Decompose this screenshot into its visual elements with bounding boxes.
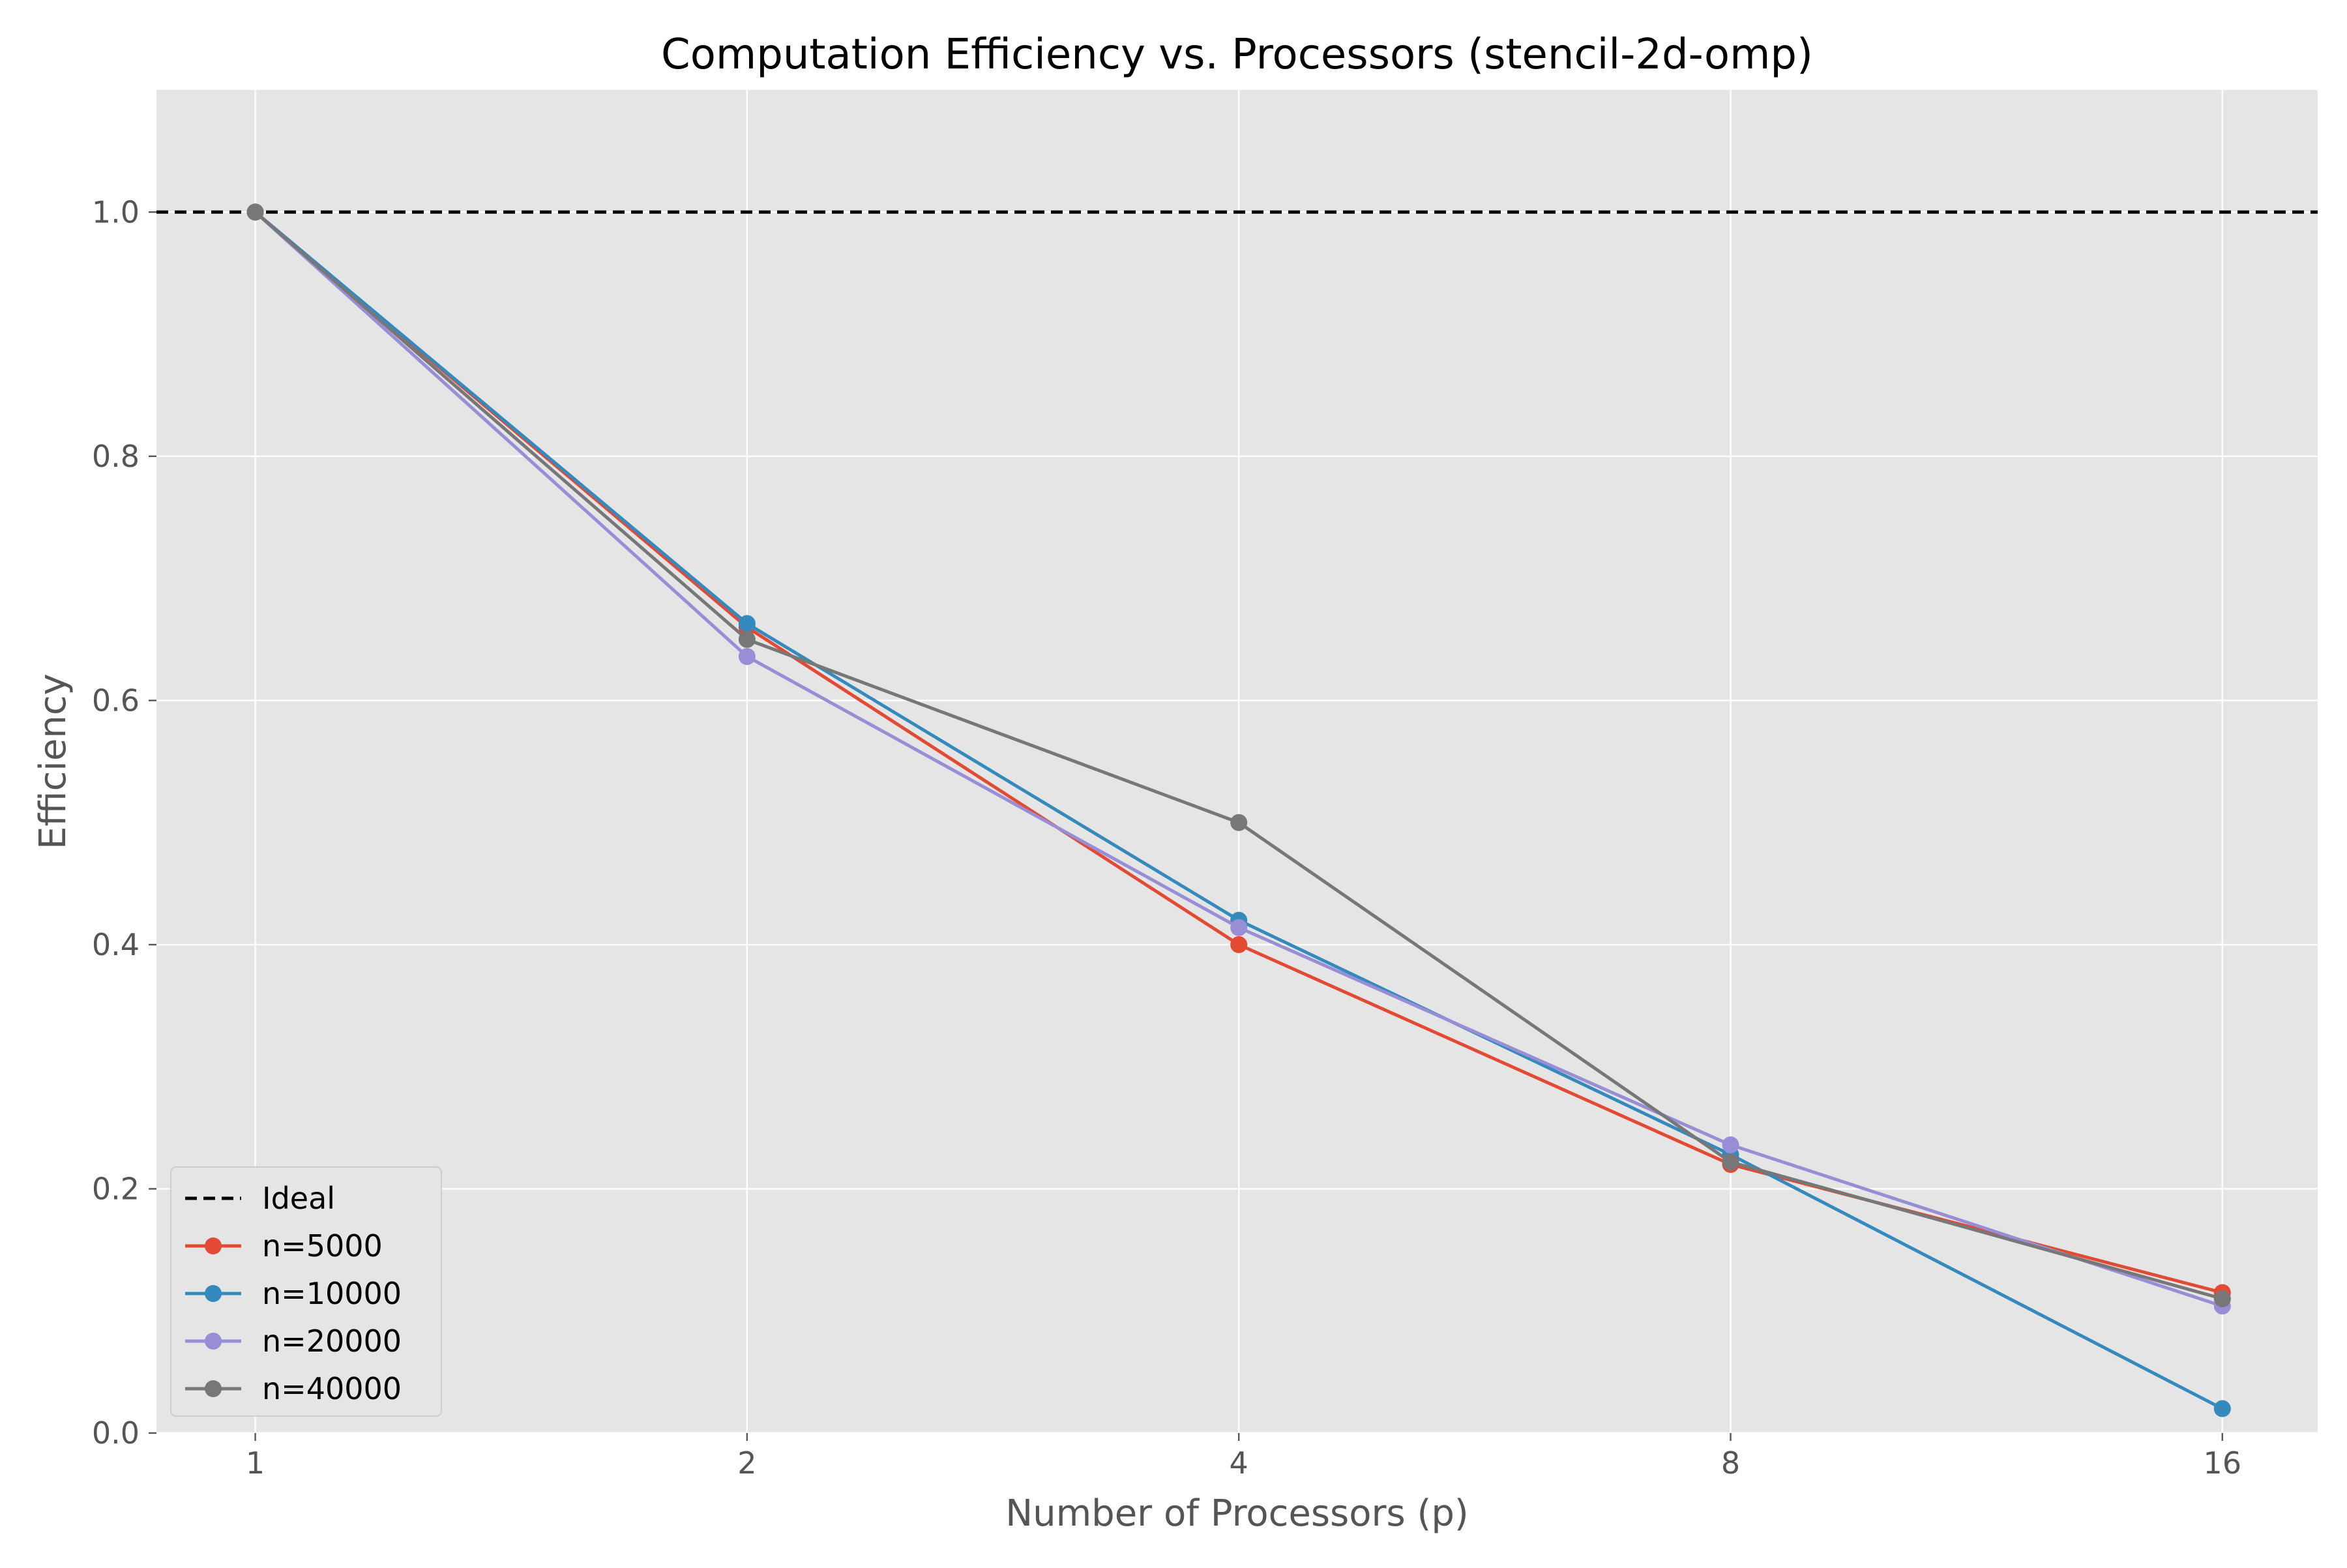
y-axis-ticks: 0.0 0.2 0.4 0.6 0.8 1.0 xyxy=(92,194,156,1451)
legend-label: Ideal xyxy=(262,1181,335,1216)
legend-marker xyxy=(205,1237,222,1254)
legend-frame xyxy=(170,1166,442,1417)
data-point xyxy=(1230,936,1248,953)
y-tick-label: 0.4 xyxy=(92,927,140,962)
series-n=40000 xyxy=(246,203,2231,1307)
data-point xyxy=(738,630,756,648)
y-tick-label: 0.0 xyxy=(92,1415,140,1451)
y-tick-label: 0.8 xyxy=(92,439,140,474)
data-point xyxy=(1230,814,1248,831)
legend-item: n=40000 xyxy=(185,1371,402,1406)
data-point xyxy=(738,615,756,632)
x-tick-label: 1 xyxy=(246,1445,265,1481)
x-axis-ticks: 1 2 4 8 16 xyxy=(246,1433,2241,1481)
legend-marker xyxy=(205,1285,222,1302)
legend-label: n=5000 xyxy=(262,1228,383,1264)
legend-item: n=5000 xyxy=(185,1228,383,1264)
data-point xyxy=(738,647,756,665)
legend-marker xyxy=(205,1333,222,1350)
legend-label: n=40000 xyxy=(262,1371,402,1406)
data-point xyxy=(2213,1290,2231,1307)
legend: Ideal n=5000 n=10000 n=20000 n=40000 xyxy=(170,1166,442,1417)
x-tick-label: 4 xyxy=(1230,1445,1248,1481)
y-tick-label: 0.2 xyxy=(92,1171,140,1206)
legend-item: Ideal xyxy=(185,1181,335,1216)
plot-area xyxy=(156,90,2318,1433)
legend-label: n=20000 xyxy=(262,1324,402,1359)
chart-title: Computation Efficiency vs. Processors (s… xyxy=(661,31,1813,79)
data-point xyxy=(1230,919,1248,936)
data-point xyxy=(2213,1400,2231,1417)
x-tick-label: 16 xyxy=(2204,1445,2242,1481)
legend-marker xyxy=(205,1380,222,1397)
y-axis-label: Efficiency xyxy=(32,673,74,850)
legend-item: n=20000 xyxy=(185,1324,402,1359)
x-tick-label: 2 xyxy=(737,1445,756,1481)
data-point xyxy=(246,203,264,221)
data-point xyxy=(1722,1153,1739,1171)
y-tick-label: 1.0 xyxy=(92,194,140,229)
series-layer xyxy=(246,203,2231,1417)
x-axis-label: Number of Processors (p) xyxy=(1005,1492,1468,1535)
legend-item: n=10000 xyxy=(185,1276,402,1311)
y-tick-label: 0.6 xyxy=(92,683,140,718)
data-point xyxy=(1722,1136,1739,1154)
legend-label: n=10000 xyxy=(262,1276,402,1311)
x-tick-label: 8 xyxy=(1721,1445,1740,1481)
